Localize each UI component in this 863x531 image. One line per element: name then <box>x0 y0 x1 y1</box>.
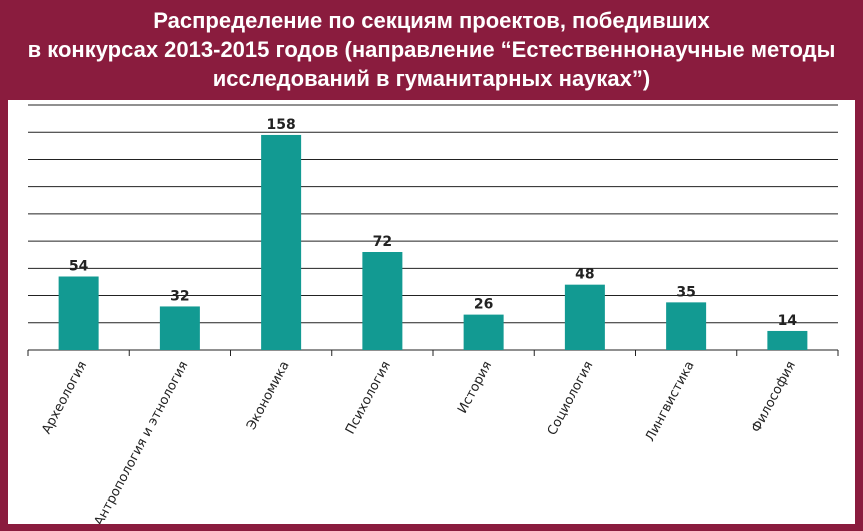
bar <box>362 252 403 350</box>
title-line-1: Распределение по секциям проектов, побед… <box>153 8 710 33</box>
category-label: Антропология и этнология <box>92 359 192 524</box>
category-label: Философия <box>749 359 799 435</box>
value-label: 26 <box>474 297 493 313</box>
category-labels: Археология Антропология и этнология Эконом… <box>39 359 799 529</box>
bars <box>58 134 808 350</box>
category-label: Социология <box>545 359 597 438</box>
value-label: 32 <box>170 288 189 304</box>
title-line-3: исследований в гуманитарных науках”) <box>212 66 651 91</box>
category-label: Экономика <box>244 359 293 433</box>
bar <box>159 306 200 350</box>
value-label: 14 <box>778 313 798 329</box>
chart-title: Распределение по секциям проектов, побед… <box>0 6 863 93</box>
bar <box>564 284 605 350</box>
value-label: 54 <box>69 259 89 275</box>
value-labels: 54 32 158 72 26 48 35 14 <box>69 117 797 329</box>
category-label: История <box>455 359 495 416</box>
title-line-2: в конкурсах 2013-2015 годов (направление… <box>27 37 836 62</box>
value-label: 158 <box>267 117 296 133</box>
bar <box>261 134 302 350</box>
gridlines <box>27 104 839 356</box>
category-label: Археология <box>39 359 90 437</box>
chart-panel: 54 32 158 72 26 48 35 14 Археология Антропология… <box>8 100 855 529</box>
value-label: 72 <box>373 234 392 250</box>
bar <box>463 314 504 350</box>
category-label: Лингвистика <box>643 359 698 444</box>
bar <box>767 330 808 350</box>
value-label: 48 <box>575 267 594 283</box>
bar <box>666 302 707 350</box>
bar <box>58 276 99 350</box>
value-label: 35 <box>676 284 695 300</box>
category-label: Психология <box>343 359 394 437</box>
bar-chart: 54 32 158 72 26 48 35 14 Археология Антропология… <box>27 104 839 529</box>
